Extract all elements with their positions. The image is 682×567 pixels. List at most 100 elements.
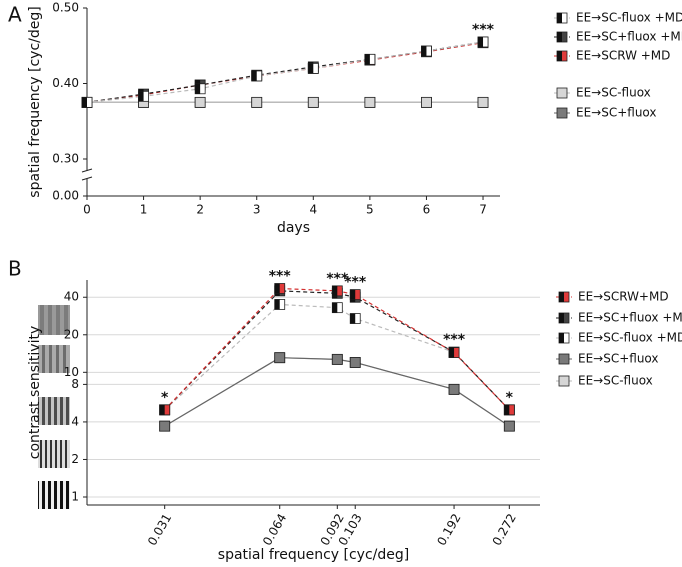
legend-label: EE→SC-fluox +MD — [578, 331, 682, 345]
legend-label: EE→SC-fluox — [578, 374, 653, 388]
legend-item: EE→SC-fluox — [556, 374, 653, 388]
y-axis-label: spatial frequency [cyc/deg] — [27, 6, 43, 197]
x-tick-label: 5 — [366, 203, 374, 217]
marker-body — [307, 96, 319, 108]
annotation: *** — [269, 269, 292, 285]
marker — [448, 347, 460, 358]
x-tick-label: 0.192 — [434, 511, 463, 548]
legend-item: EE→SCRW +MD — [554, 49, 670, 63]
marker-body — [364, 96, 376, 108]
marker — [274, 283, 286, 294]
marker-half — [559, 313, 564, 323]
legend-item: EE→SC+fluox — [556, 352, 659, 366]
marker-half — [478, 36, 484, 47]
marker — [194, 83, 206, 95]
marker-half — [332, 302, 338, 313]
marker-half — [195, 83, 201, 94]
marker-body — [421, 96, 432, 108]
legend-label: EE→SCRW+MD — [578, 290, 669, 304]
marker — [421, 96, 432, 108]
legend-item: EE→SC+fluox +MD — [554, 30, 682, 44]
marker-body — [194, 96, 206, 108]
x-tick-label: 0.031 — [145, 511, 174, 548]
marker — [159, 404, 171, 416]
axis-break — [81, 168, 93, 173]
legend-label: EE→SC-fluox +MD — [576, 11, 682, 25]
marker-body — [556, 87, 568, 99]
marker — [448, 383, 460, 395]
marker-half — [274, 299, 280, 310]
marker — [349, 289, 361, 301]
legend-label: EE→SCRW +MD — [576, 49, 670, 63]
panel-label: B — [8, 257, 22, 281]
annotation: *** — [443, 332, 466, 348]
marker — [274, 299, 286, 310]
marker-body — [503, 420, 515, 432]
x-tick-label: 6 — [423, 203, 431, 217]
panel-label: A — [8, 3, 22, 27]
marker — [477, 36, 489, 48]
x-tick-label: 7 — [479, 203, 487, 217]
marker — [138, 90, 149, 102]
y-tick-label: 1 — [71, 490, 79, 504]
marker-half — [138, 91, 144, 102]
grating — [38, 481, 70, 509]
marker-body — [251, 96, 263, 108]
x-tick-label: 4 — [309, 203, 317, 217]
legend-label: EE→SC-fluox — [576, 86, 651, 100]
marker-half — [421, 46, 427, 57]
marker-half — [449, 347, 455, 358]
y-tick-label: 10 — [64, 365, 79, 379]
marker — [421, 45, 432, 57]
marker-body — [331, 353, 343, 365]
marker — [81, 96, 93, 108]
legend-label: EE→SC+fluox — [578, 352, 659, 366]
legend-label: EE→SC+fluox +MD — [578, 311, 682, 325]
marker-half — [332, 285, 338, 296]
legend-label: EE→SC+fluox — [576, 106, 657, 120]
series-line — [86, 41, 484, 103]
legend-item: EE→SCRW+MD — [556, 290, 669, 304]
y-tick-label: 0.40 — [52, 76, 79, 90]
marker — [477, 96, 489, 108]
marker-half — [504, 404, 510, 415]
series-line — [86, 42, 484, 103]
y-axis-label: contrast sensitivity — [27, 326, 43, 460]
marker — [331, 302, 343, 314]
marker-half — [557, 32, 562, 42]
series-line — [164, 287, 510, 411]
grating — [38, 440, 70, 468]
x-tick-label: 0.064 — [260, 511, 289, 548]
y-tick-label: 8 — [71, 377, 79, 391]
marker-body — [448, 383, 460, 395]
y-tick-label: 0.50 — [52, 1, 79, 15]
marker-half — [559, 333, 564, 343]
marker — [349, 357, 361, 368]
marker — [503, 404, 515, 416]
marker — [251, 96, 263, 108]
marker — [503, 420, 515, 432]
marker-body — [558, 375, 570, 387]
marker — [194, 96, 206, 108]
y-tick-label: 20 — [64, 327, 79, 341]
marker-half — [557, 51, 562, 61]
axis-break — [81, 176, 93, 181]
x-tick-label: 1 — [140, 203, 148, 217]
marker — [331, 353, 343, 365]
x-tick-label: 0.272 — [490, 511, 519, 548]
marker-half — [82, 97, 87, 108]
marker-body — [556, 107, 568, 119]
legend-item: EE→SC+fluox — [554, 106, 657, 120]
series-line — [164, 357, 510, 427]
grating — [38, 305, 70, 335]
annotation: *** — [326, 271, 349, 287]
series-line — [164, 290, 510, 411]
y-tick-label: 40 — [64, 290, 79, 304]
marker-body — [349, 357, 361, 368]
marker — [251, 70, 263, 82]
legend-item: EE→SC+fluox +MD — [556, 311, 682, 325]
annotation: * — [506, 390, 514, 406]
marker-half — [350, 289, 356, 300]
